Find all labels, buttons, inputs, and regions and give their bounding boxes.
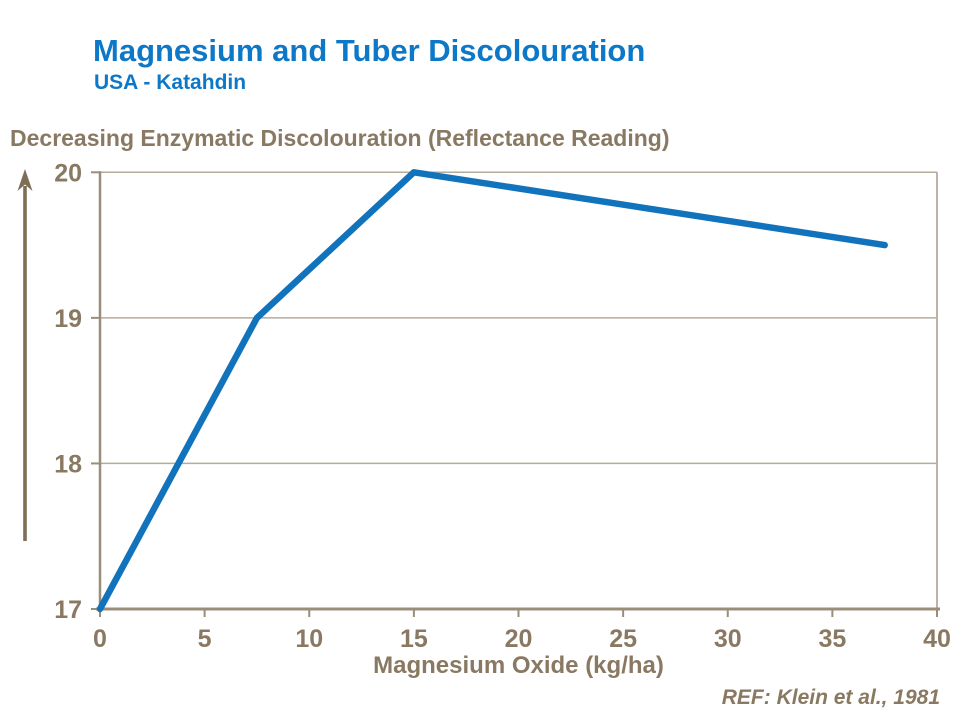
series-reflectance-reading — [96, 169, 888, 613]
tick-marks — [91, 171, 938, 617]
x-tick-label: 40 — [923, 625, 951, 653]
chart-subtitle: USA - Katahdin — [94, 71, 247, 94]
x-tick-label: 25 — [609, 625, 637, 653]
y-tick-label: 20 — [54, 159, 82, 187]
x-axis-title: Magnesium Oxide (kg/ha) — [373, 652, 664, 679]
y-tick-label: 18 — [54, 450, 82, 478]
x-tick-label: 5 — [198, 625, 212, 653]
x-tick-label: 20 — [505, 625, 533, 653]
tick-labels: 17 18 19 20 0 5 10 15 20 25 30 35 40 — [54, 159, 951, 653]
x-tick-label: 30 — [714, 625, 742, 653]
x-tick-label: 10 — [295, 625, 323, 653]
chart-title: Magnesium and Tuber Discolouration — [93, 33, 646, 68]
y-tick-label: 17 — [54, 596, 82, 624]
y-tick-label: 19 — [54, 305, 82, 333]
gridlines — [100, 171, 938, 609]
x-tick-label: 15 — [400, 625, 428, 653]
reference-citation: REF: Klein et al., 1981 — [721, 686, 940, 709]
x-tick-label: 35 — [818, 625, 846, 653]
y-axis-heading: Decreasing Enzymatic Discolouration (Ref… — [10, 125, 670, 151]
x-tick-label: 0 — [93, 625, 107, 653]
data-line — [96, 169, 888, 613]
up-arrow-icon — [17, 169, 33, 541]
